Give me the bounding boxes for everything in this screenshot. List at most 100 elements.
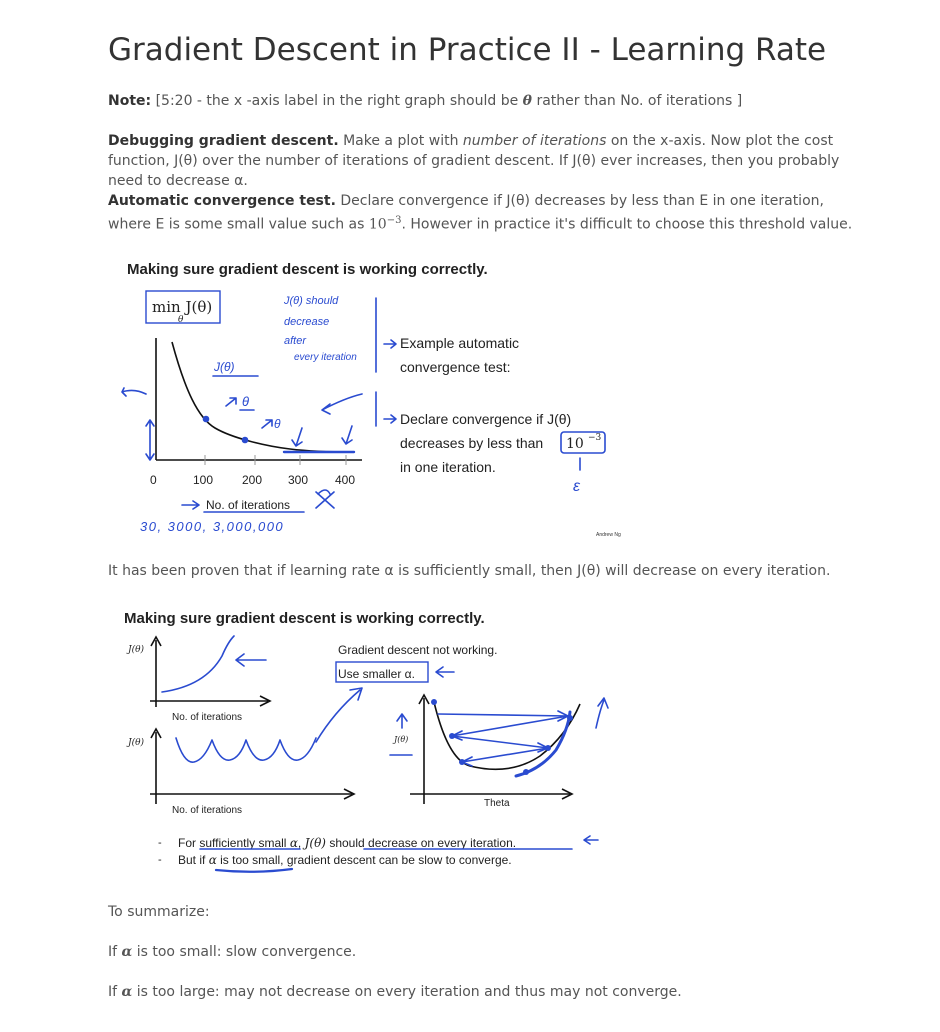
auto-test-paragraph: Automatic convergence test. Declare conv… (108, 191, 868, 235)
bullet-1-arrow (583, 835, 599, 845)
declare-math: 10 (566, 436, 584, 452)
debugging-italic: number of iterations (462, 133, 607, 149)
bowl-point-6 (523, 769, 529, 775)
auto-test-math-base: 10 (368, 216, 387, 233)
x-tick-400: 400 (335, 473, 355, 487)
hand-arrow-1 (225, 397, 237, 407)
mid-x-arrowhead (343, 788, 356, 800)
summary-large-b: is too large: may not decrease on every … (132, 984, 682, 1000)
hand-arrow-4 (291, 427, 303, 447)
bowl-right-mark (514, 710, 572, 778)
note-text-after: rather than No. of iterations ] (532, 93, 743, 109)
debugging-text-1: Make a plot with (338, 133, 463, 149)
bullet-1: For sufficiently small α, J(θ) should de… (178, 836, 516, 850)
note-paragraph: Note: [5:20 - the x -axis label in the r… (108, 91, 868, 111)
x-axis-label: No. of iterations (206, 498, 290, 512)
oscillating-curve (175, 737, 317, 763)
mid-y-arrowhead (150, 727, 162, 739)
x-tick-300: 300 (288, 473, 308, 487)
not-working-label: Gradient descent not working. (338, 643, 497, 657)
page-title: Gradient Descent in Practice II - Learni… (108, 32, 827, 68)
use-smaller-arrow (435, 666, 455, 678)
top-x-arrowhead (259, 695, 272, 707)
x-tick-0: 0 (150, 473, 157, 487)
theta-label: Theta (484, 798, 510, 809)
declare-line-2: decreases by less than (400, 435, 543, 451)
example-line-2: convergence test: (400, 359, 511, 375)
diverge-arrow-2 (451, 715, 569, 741)
bullet-2-dash: - (158, 854, 162, 866)
declare-line-3: in one iteration. (400, 459, 496, 475)
bowl-point-5 (459, 759, 465, 765)
right-y-arrowhead (418, 693, 430, 705)
bowl-up-arrow (595, 697, 609, 729)
debugging-paragraph: Debugging gradient descent. Make a plot … (108, 131, 868, 191)
debugging-text-2: on the x-axis. Now plot the cost functio… (108, 133, 840, 189)
use-smaller-box (335, 661, 429, 683)
note-label: Note: (108, 93, 152, 109)
summary-small: If α is too small: slow convergence. (108, 942, 868, 962)
min-label: min J(θ) (152, 298, 212, 316)
summary-heading: To summarize: (108, 904, 210, 920)
hand-arrow-3 (321, 393, 363, 415)
bowl-point-1 (431, 699, 437, 705)
declare-box (560, 431, 606, 454)
example-arrow (383, 339, 397, 349)
bullet-2-underline (214, 867, 294, 873)
auto-test-text-2: . However in practice it's difficult to … (401, 216, 853, 233)
bullet-2-a: But if (178, 853, 209, 867)
hand-arrow-5 (341, 425, 353, 445)
slide-1-heading: Making sure gradient descent is working … (127, 261, 488, 278)
hand-cross (315, 489, 335, 509)
declare-line-1: Declare convergence if J(θ) (400, 411, 571, 427)
increasing-curve (161, 635, 235, 693)
hand-theta-1: θ (242, 394, 249, 409)
slide-2-heading: Making sure gradient descent is working … (124, 610, 485, 627)
oscillation-arrow (315, 687, 363, 743)
hand-arrow-left-1 (121, 387, 147, 397)
auto-test-math-exp: −3 (386, 215, 402, 226)
j-label-top: J(θ) (126, 644, 145, 655)
summary-small-a: If (108, 944, 122, 960)
bullet-1-dash: - (158, 837, 162, 849)
summary-large: If α is too large: may not decrease on e… (108, 982, 868, 1002)
hand-arrow-2 (261, 419, 273, 429)
min-box (145, 290, 221, 324)
bullet-1-c: should decrease on every iteration. (326, 836, 516, 850)
note-text-before: [5:20 - the x -axis label in the right g… (151, 93, 523, 109)
summary-large-a: If (108, 984, 122, 1000)
note-theta: θ (522, 93, 532, 109)
credit: Andrew Ng (596, 532, 621, 538)
summary-large-alpha: α (121, 984, 133, 1000)
bowl-point-4 (545, 745, 551, 751)
right-x-arrowhead (561, 788, 574, 800)
use-smaller-label: Use smaller α. (338, 667, 415, 681)
hand-note-4: every iteration (294, 352, 357, 363)
top-y-arrowhead (150, 635, 162, 647)
bullet-2-b: is too small, gradient descent can be sl… (217, 853, 512, 867)
hand-counts: 30, 3000, 3,000,000 (140, 519, 284, 534)
bullet-1-alpha: α (290, 836, 298, 850)
summary-small-b: is too small: slow convergence. (132, 944, 357, 960)
j-right-up-arrow (396, 713, 408, 729)
bowl-point-2 (567, 715, 573, 721)
bullet-2-alpha: α (209, 853, 217, 867)
declare-arrow (383, 414, 397, 424)
bullet-2: But if α is too small, gradient descent … (178, 853, 512, 867)
proof-paragraph: It has been proven that if learning rate… (108, 563, 831, 579)
min-sub: θ (178, 315, 184, 325)
example-line-1: Example automatic (400, 335, 519, 351)
hand-arrow-vertical (145, 419, 155, 461)
bullet-1-b: , (298, 836, 305, 850)
hand-note-2: decrease (284, 316, 329, 328)
hand-note-3: after (284, 335, 307, 347)
bullet-1-j: J(θ) (302, 836, 327, 850)
x-label-top: No. of iterations (172, 712, 242, 723)
auto-test-label: Automatic convergence test. (108, 193, 336, 209)
diverge-arrow-4 (461, 747, 549, 767)
j-label-right: J(θ) (392, 735, 408, 744)
debugging-label: Debugging gradient descent. (108, 133, 339, 149)
bullet-1-a: For sufficiently small (178, 836, 290, 850)
hand-j-theta: J(θ) (213, 360, 235, 374)
x-tick-200: 200 (242, 473, 262, 487)
